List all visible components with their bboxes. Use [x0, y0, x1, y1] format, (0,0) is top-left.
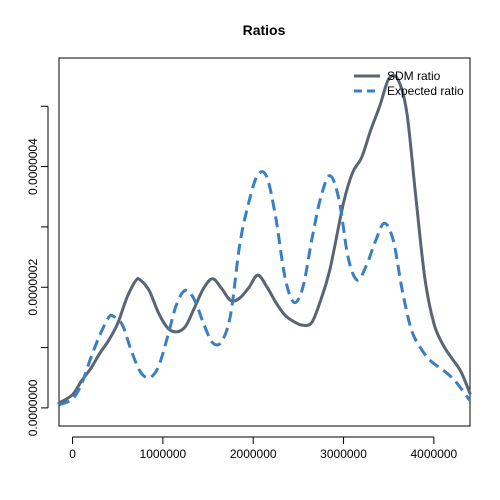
chart-title: Ratios	[243, 22, 286, 38]
x-tick-label: 3000000	[320, 447, 367, 461]
y-axis: 0.0000000 0.0000002 0.0000004	[26, 105, 49, 436]
y-tick-label: 0.0000004	[26, 138, 40, 195]
y-tick-label: 0.0000002	[26, 259, 40, 316]
legend-label: Expected ratio	[387, 84, 464, 98]
x-tick-label: 2000000	[230, 447, 277, 461]
legend-label: SDM ratio	[387, 69, 441, 83]
plot-frame	[58, 57, 471, 427]
plot-area	[57, 57, 472, 427]
series-line-expected-ratio	[58, 170, 472, 407]
series-line-sdm-ratio	[57, 73, 472, 405]
x-tick-label: 4000000	[411, 447, 458, 461]
y-tick-label: 0.0000000	[26, 379, 40, 436]
x-tick-label: 0	[69, 447, 76, 461]
x-axis: 0 1000000 2000000 3000000 4000000	[69, 436, 458, 461]
x-tick-label: 1000000	[140, 447, 187, 461]
series-layer	[57, 73, 472, 407]
